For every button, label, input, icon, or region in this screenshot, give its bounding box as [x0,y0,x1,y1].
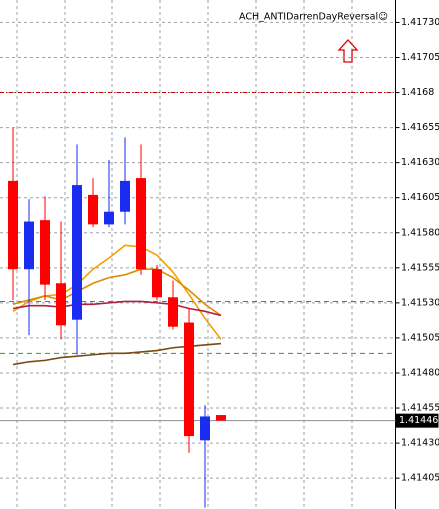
y-tick-label: 1.41505 [401,332,439,343]
y-tick-label: 1.41530 [401,297,439,308]
y-tick-label: 1.4168 [401,87,434,98]
candle-body [200,416,210,441]
moving-average [12,300,222,317]
signal-arrow [337,39,359,63]
candle-body [56,283,66,326]
candle-body [40,220,50,285]
candle-body [184,322,194,437]
current-price-label: 1.41446 [399,415,438,426]
candle-body [88,194,98,225]
candle-body [168,297,178,327]
moving-average [12,244,222,340]
candle-body [152,269,162,298]
candle-body [72,185,82,320]
y-tick-label: 1.41455 [401,403,439,414]
grid [16,0,353,509]
y-tick-label: 1.41580 [401,227,439,238]
y-tick-label: 1.41405 [401,473,439,484]
y-tick-label: 1.41605 [401,192,439,203]
candle-body [24,221,34,270]
y-tick-label: 1.41705 [401,52,439,63]
candle-body [120,180,130,212]
current-price-box [395,413,439,428]
moving-average [12,268,222,317]
candle-body [216,415,226,421]
y-tick-label: 1.41430 [401,438,439,449]
candle-body [136,178,146,270]
y-tick-label: 1.41730 [401,17,439,28]
y-tick-label: 1.41480 [401,367,439,378]
y-tick-label: 1.41655 [401,122,439,133]
candle-body [104,211,114,225]
y-tick-label: 1.41630 [401,157,439,168]
y-tick-label: 1.41555 [401,262,439,273]
candle-body [8,180,18,270]
indicator-label: ACH_ANTIDarrenDayReversal☺ [239,12,388,23]
